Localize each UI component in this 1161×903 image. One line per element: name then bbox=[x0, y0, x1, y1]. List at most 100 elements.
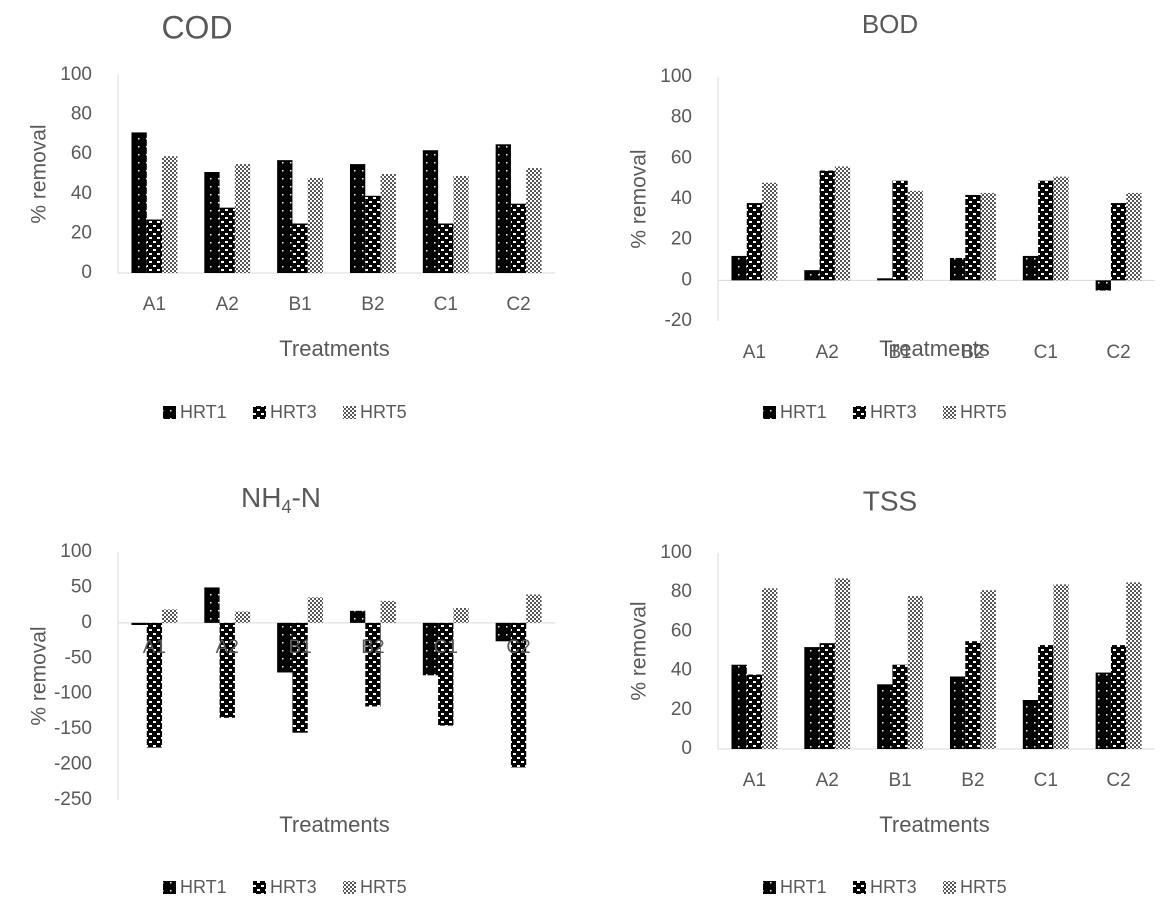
y-tick-label: 20 bbox=[71, 222, 92, 243]
y-tick-label: -50 bbox=[65, 647, 92, 668]
chart-title: NH4-N bbox=[241, 482, 321, 516]
x-tick-label: A1 bbox=[143, 294, 166, 315]
y-tick-label: -20 bbox=[665, 310, 692, 331]
legend-swatch-hrt5 bbox=[943, 881, 956, 894]
x-tick-label: C2 bbox=[506, 294, 530, 315]
bar-hrt3-c2 bbox=[1110, 645, 1127, 749]
x-tick-label: B2 bbox=[961, 770, 984, 791]
bar-hrt5-c1 bbox=[1053, 176, 1069, 281]
bar-hrt1-b2 bbox=[949, 676, 966, 749]
bar-hrt3-b2 bbox=[365, 622, 381, 707]
y-tick-label: -200 bbox=[54, 754, 92, 775]
legend-label-hrt3: HRT3 bbox=[870, 402, 917, 422]
y-tick-label: 60 bbox=[71, 143, 92, 164]
x-tick-label: A1 bbox=[743, 770, 766, 791]
bar-hrt3-c1 bbox=[438, 223, 454, 273]
legend-swatch-hrt1 bbox=[763, 406, 776, 419]
bar-hrt5-a2 bbox=[834, 578, 851, 749]
x-tick-label: A1 bbox=[743, 342, 766, 363]
bar-hrt1-c2 bbox=[495, 622, 511, 642]
y-tick-label: 40 bbox=[71, 183, 92, 204]
x-axis-title: Treatments bbox=[279, 812, 389, 837]
chart-4: TSS 0 20 40 60 80 100 A1 A2 B1 B2 C1 C2 Treatments % r… bbox=[628, 485, 1155, 897]
bar-hrt1-a1 bbox=[131, 622, 147, 625]
bar-hrt3-b1 bbox=[892, 180, 908, 281]
y-axis-title: % removal bbox=[628, 149, 651, 248]
y-axis-title: % removal bbox=[28, 626, 51, 725]
x-tick-label: A1 bbox=[143, 637, 166, 658]
legend-swatch-hrt1 bbox=[163, 881, 176, 894]
legend: HRT1 HRT3 HRT5 bbox=[763, 402, 1007, 422]
bar-hrt5-c1 bbox=[453, 175, 469, 273]
y-tick-label: 80 bbox=[71, 104, 92, 125]
bar-hrt5-b1 bbox=[907, 596, 924, 749]
x-tick-label: B1 bbox=[288, 294, 311, 315]
bar-hrt5-a2 bbox=[834, 166, 851, 281]
bar-hrt3-a2 bbox=[819, 643, 835, 749]
legend-swatch-hrt5 bbox=[943, 406, 956, 419]
bar-hrt5-c1 bbox=[1053, 584, 1069, 749]
legend-swatch-hrt3 bbox=[853, 881, 866, 894]
chart-2: BOD -20 0 20 40 60 80 100 A1 A2 B1 B2 C1 C2 Treatments… bbox=[628, 9, 1155, 422]
bar-hrt1-a2 bbox=[204, 587, 220, 623]
chart-title: COD bbox=[161, 9, 232, 45]
legend-label-hrt5: HRT5 bbox=[360, 877, 407, 897]
bar-hrt1-b1 bbox=[277, 622, 293, 673]
legend-swatch-hrt5 bbox=[343, 881, 356, 894]
y-tick-label: 20 bbox=[671, 229, 692, 250]
bar-hrt5-b1 bbox=[907, 190, 924, 281]
bar-hrt5-a1 bbox=[762, 588, 778, 749]
legend: HRT1 HRT3 HRT5 bbox=[163, 877, 407, 897]
legend-label-hrt3: HRT3 bbox=[270, 877, 317, 897]
y-tick-label: 0 bbox=[681, 738, 692, 759]
x-tick-label: B2 bbox=[361, 637, 384, 658]
bar-hrt1-b1 bbox=[277, 160, 293, 273]
bar-hrt5-c2 bbox=[1126, 192, 1142, 281]
x-axis-title: Treatments bbox=[279, 336, 389, 361]
y-tick-label: 20 bbox=[671, 699, 692, 720]
bar-hrt1-b1 bbox=[877, 278, 893, 281]
bar-hrt5-c2 bbox=[526, 594, 542, 623]
bar-hrt3-b2 bbox=[965, 641, 981, 749]
y-tick-label: 100 bbox=[660, 542, 692, 563]
y-tick-label: 0 bbox=[681, 269, 692, 290]
bar-hrt5-a1 bbox=[162, 156, 178, 273]
legend: HRT1 HRT3 HRT5 bbox=[163, 402, 407, 422]
bar-hrt5-a2 bbox=[234, 164, 251, 273]
bar-hrt1-a1 bbox=[131, 132, 147, 273]
bar-hrt3-c2 bbox=[510, 203, 527, 273]
legend-label-hrt5: HRT5 bbox=[360, 402, 407, 422]
bar-hrt1-c2 bbox=[1095, 280, 1111, 291]
legend-label-hrt3: HRT3 bbox=[270, 402, 317, 422]
bar-hrt3-b1 bbox=[292, 223, 308, 273]
bar-hrt5-b1 bbox=[307, 177, 324, 273]
bar-hrt3-c1 bbox=[1038, 645, 1054, 749]
y-tick-label: 100 bbox=[60, 64, 92, 85]
legend-swatch-hrt3 bbox=[253, 881, 266, 894]
x-tick-label: B1 bbox=[888, 770, 911, 791]
y-tick-label: 60 bbox=[671, 147, 692, 168]
y-axis-title: % removal bbox=[628, 601, 651, 700]
bar-hrt5-b2 bbox=[980, 192, 996, 281]
x-tick-label: B1 bbox=[888, 342, 911, 363]
y-tick-label: -100 bbox=[54, 683, 92, 704]
y-tick-label: 60 bbox=[671, 620, 692, 641]
y-tick-label: 80 bbox=[671, 107, 692, 128]
bar-hrt3-a2 bbox=[219, 622, 235, 718]
bar-hrt3-c2 bbox=[1110, 203, 1127, 281]
x-tick-label: A2 bbox=[816, 770, 839, 791]
chart-3: NH4-N -250 -200 -150 -100 -50 0 50 100 A1 A2 B1 B2 C1… bbox=[28, 482, 555, 897]
bar-hrt3-b1 bbox=[292, 622, 308, 733]
chart-1: COD 0 20 40 60 80 100 A1 A2 B1 B2 C1 C2 Treatments % r… bbox=[28, 9, 555, 422]
x-axis-title: Treatments bbox=[879, 336, 989, 361]
x-tick-label: C1 bbox=[434, 637, 458, 658]
legend-label-hrt3: HRT3 bbox=[870, 877, 917, 897]
bar-hrt1-a2 bbox=[204, 172, 220, 273]
bar-hrt3-a1 bbox=[146, 219, 163, 273]
bar-hrt3-a1 bbox=[746, 203, 763, 281]
x-tick-label: C1 bbox=[1034, 770, 1058, 791]
legend-swatch-hrt3 bbox=[253, 406, 266, 419]
legend-label-hrt1: HRT1 bbox=[780, 402, 827, 422]
bar-hrt3-a2 bbox=[219, 207, 235, 273]
bar-hrt1-c1 bbox=[422, 622, 439, 676]
